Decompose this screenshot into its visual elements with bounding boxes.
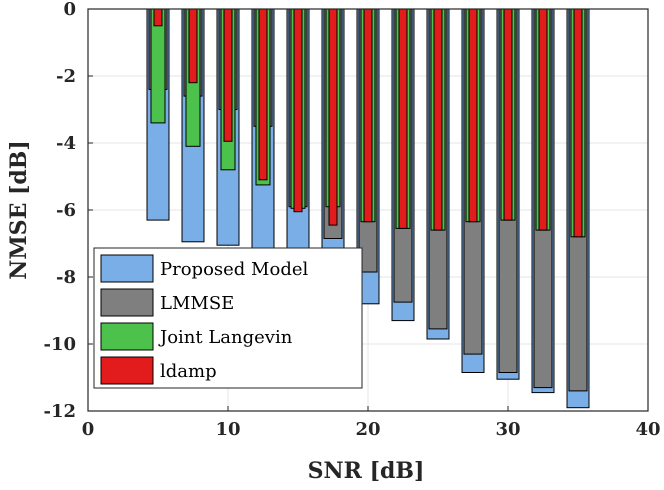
y-tick-label: -4 [56, 133, 76, 154]
bar-ldamp-snr-32.5 [538, 8, 548, 231]
legend-swatch-proposed-model [100, 254, 154, 283]
legend-label-joint-langevin: Joint Langevin [158, 327, 293, 348]
legend-label-proposed-model: Proposed Model [160, 259, 308, 280]
legend-swatch-ldamp [100, 356, 154, 385]
bar-ldamp-snr-5 [153, 8, 163, 27]
y-axis-label: NMSE [dB] [6, 140, 32, 280]
bar-ldamp-snr-22.5 [398, 8, 408, 229]
legend-label-ldamp: ldamp [160, 361, 217, 382]
x-tick-label: 10 [215, 419, 240, 440]
bar-ldamp-snr-17.5 [328, 8, 338, 226]
bar-ldamp-snr-27.5 [468, 8, 478, 223]
bars [146, 8, 590, 409]
bar-ldamp-snr-30 [503, 8, 513, 221]
bar-ldamp-snr-12.5 [258, 8, 268, 181]
bar-ldamp-snr-15 [293, 8, 303, 213]
bar-ldamp-snr-20 [363, 8, 373, 223]
y-tick-label: -8 [56, 267, 76, 288]
x-axis-label: SNR [dB] [308, 458, 425, 484]
legend-swatch-joint-langevin [100, 322, 154, 351]
bar-ldamp-snr-35 [573, 8, 583, 238]
x-tick-label: 40 [635, 419, 660, 440]
y-tick-label: -6 [56, 200, 76, 221]
legend-label-lmmse: LMMSE [160, 293, 234, 314]
x-tick-label: 0 [82, 419, 95, 440]
y-tick-label: -12 [43, 401, 76, 422]
bar-ldamp-snr-7.5 [188, 8, 198, 84]
x-tick-label: 20 [355, 419, 380, 440]
y-tick-label: 0 [63, 0, 76, 20]
y-tick-label: -10 [43, 334, 76, 355]
legend: Proposed Model LMMSE Joint Langevin ldam… [93, 247, 363, 389]
y-tick-label: -2 [56, 66, 76, 87]
x-tick-label: 30 [495, 419, 520, 440]
legend-swatch-lmmse [100, 288, 154, 317]
bar-ldamp-snr-10 [223, 8, 233, 142]
bar-ldamp-snr-25 [433, 8, 443, 231]
axis-ticks: 0 10 20 30 40 0 -2 -4 -6 -8 -10 -12 [43, 0, 660, 440]
